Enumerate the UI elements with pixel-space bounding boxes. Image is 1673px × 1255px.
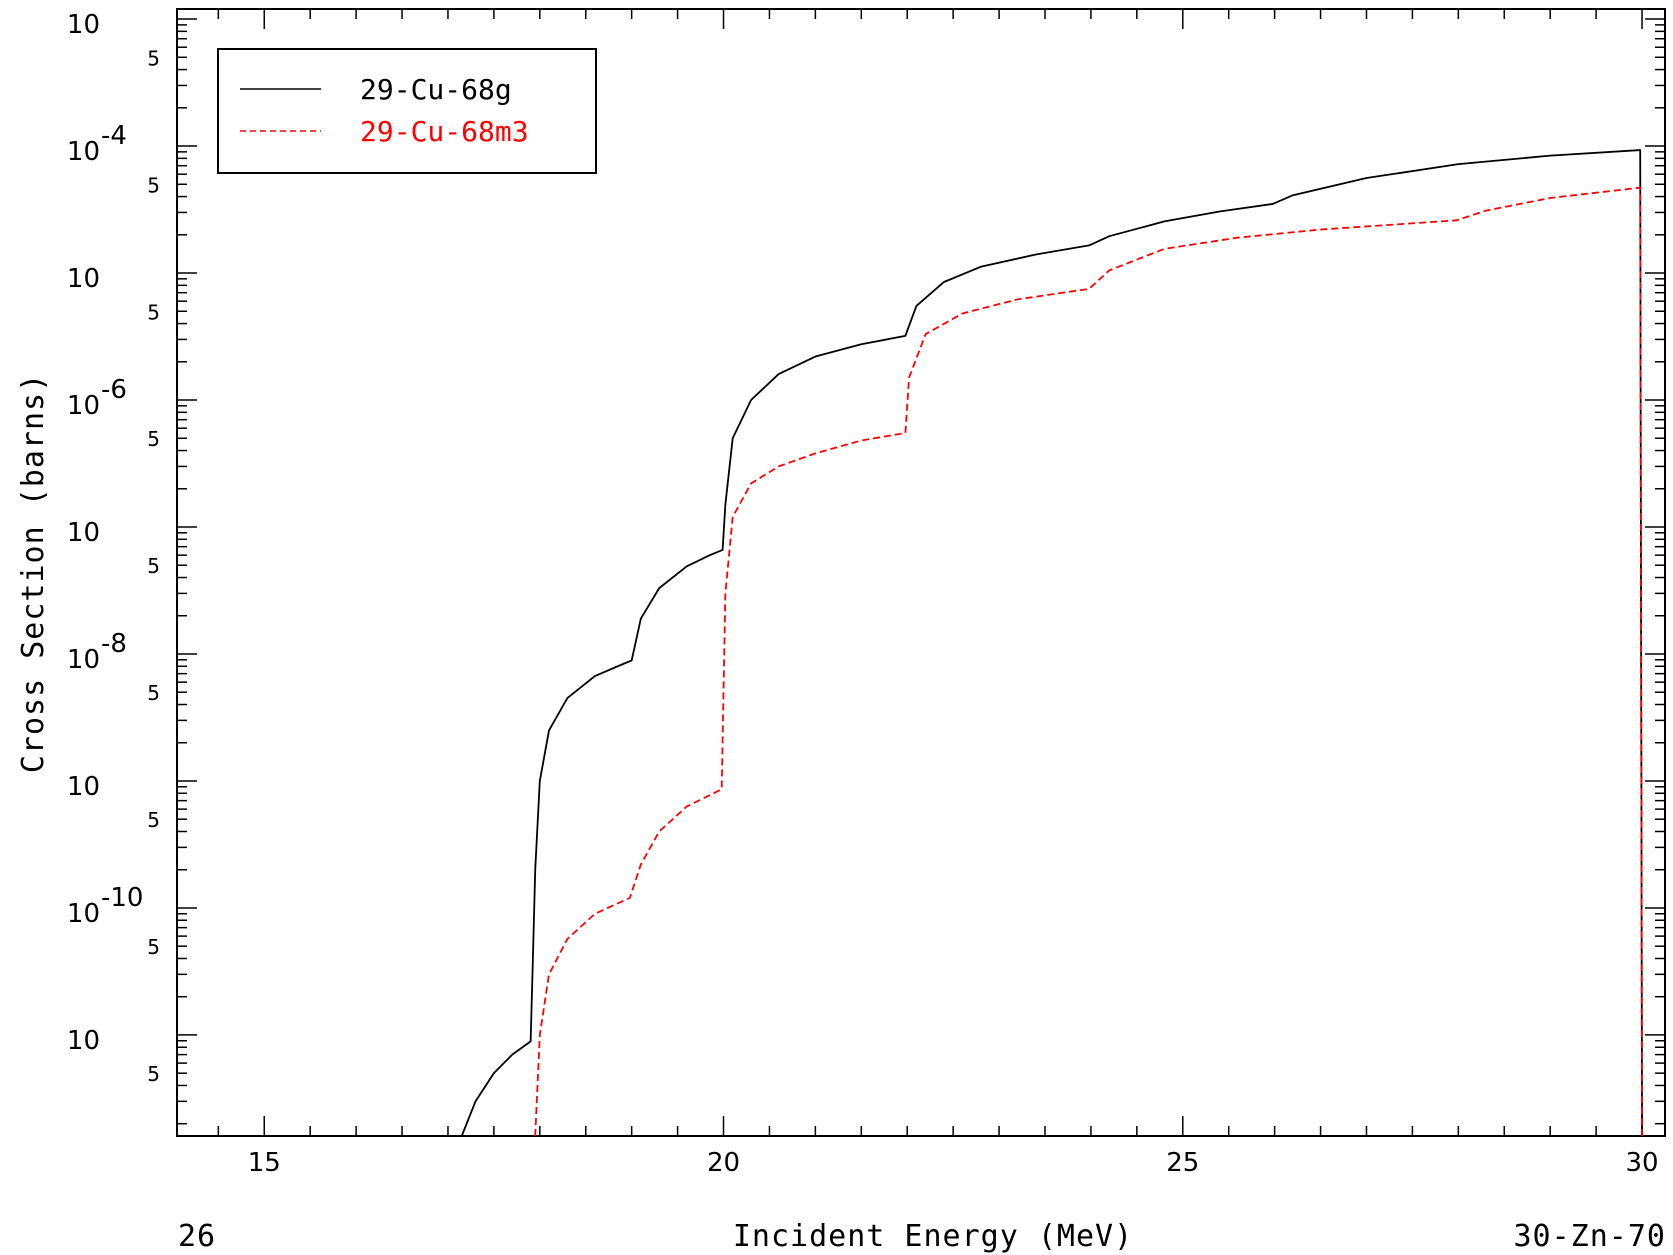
y-minor-label-five: 5 [147,554,160,578]
plot-frame [176,8,1666,1137]
y-decade-label: 10 [67,899,100,929]
y-minor-label-five: 5 [147,935,160,959]
legend: 29-Cu-68g 29-Cu-68m3 [217,48,597,174]
y-minor-label-five: 5 [147,300,160,324]
x-axis-title: Incident Energy (MeV) [733,1219,1133,1254]
legend-box [217,48,597,174]
y-decade-exponent: -4 [101,121,127,151]
y-minor-label-five: 5 [147,1062,160,1086]
x-tick-label: 25 [1166,1148,1199,1178]
series-line-cu68m3 [534,186,1643,1137]
y-minor-label-five: 5 [147,173,160,197]
y-decade-label: 10 [67,10,100,40]
axis-ticks [177,9,1665,1136]
y-decade-label: 10 [67,137,100,167]
y-decade-exponent: -6 [101,375,127,405]
footer-right-label: 30-Zn-70 [1514,1219,1667,1254]
legend-label-cu68g: 29-Cu-68g [360,73,512,106]
y-decade-exponent: -8 [101,629,127,659]
y-minor-label-five: 5 [147,681,160,705]
y-decade-label: 10 [67,518,100,548]
y-axis-title: Cross Section (barns) [16,373,51,773]
series-line-cu68g [460,149,1643,1137]
y-decade-exponent: -10 [101,883,143,913]
x-tick-label: 30 [1625,1148,1658,1178]
y-minor-label-five: 5 [147,46,160,70]
x-tick-label: 20 [707,1148,740,1178]
legend-label-cu68m3: 29-Cu-68m3 [360,115,529,148]
y-decade-label: 10 [67,772,100,802]
y-decade-label: 10 [67,645,100,675]
x-tick-label: 15 [248,1148,281,1178]
axis-tick-labels: 15 20 25 305555555551010-101010-81010-61010… [67,10,1659,1178]
y-minor-label-five: 5 [147,427,160,451]
y-minor-label-five: 5 [147,808,160,832]
footer-left-label: 26 [178,1219,216,1254]
y-decade-label: 10 [67,1026,100,1056]
y-decade-label: 10 [67,391,100,421]
series-layer [460,149,1643,1137]
y-decade-label: 10 [67,264,100,294]
